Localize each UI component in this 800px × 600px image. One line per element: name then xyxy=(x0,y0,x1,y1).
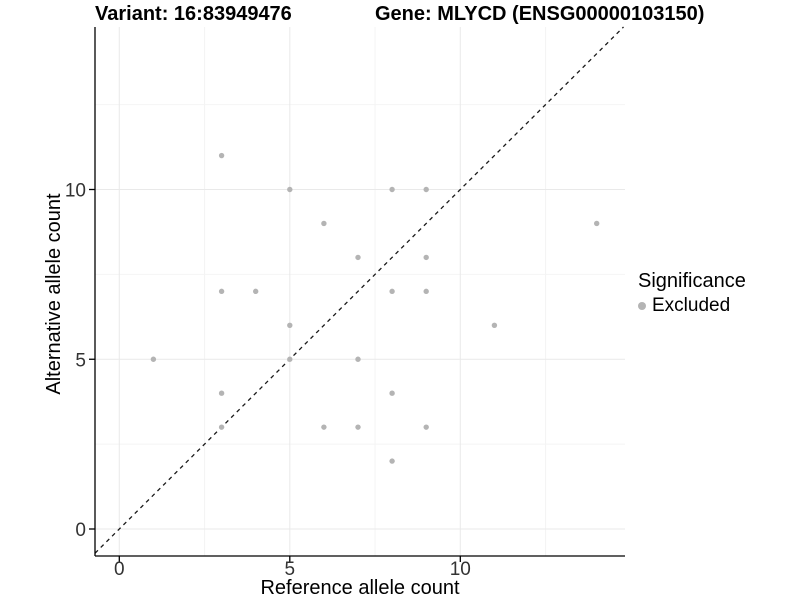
data-point xyxy=(287,356,293,362)
data-point xyxy=(150,356,157,362)
data-point xyxy=(389,186,395,193)
data-point xyxy=(321,424,327,430)
data-point xyxy=(389,288,395,295)
y-tick-label: 10 xyxy=(65,181,86,202)
data-point xyxy=(321,220,327,227)
x-tick-label: 5 xyxy=(285,559,296,580)
y-tick-label: 0 xyxy=(75,520,86,541)
data-point xyxy=(389,458,395,464)
data-point xyxy=(423,424,429,430)
data-point xyxy=(389,390,395,396)
data-point xyxy=(423,186,429,193)
data-point xyxy=(218,288,225,295)
x-tick-label: 0 xyxy=(114,559,125,580)
data-point xyxy=(218,152,225,159)
data-point xyxy=(355,424,361,430)
data-point xyxy=(423,288,429,295)
gene-title: Gene: MLYCD (ENSG00000103150) xyxy=(375,3,705,25)
data-point xyxy=(491,322,498,328)
y-tick-label: 5 xyxy=(75,350,86,371)
variant-title: Variant: 16:83949476 xyxy=(95,3,292,25)
identity-line xyxy=(94,26,624,554)
data-point xyxy=(287,322,293,328)
legend-item-label: Excluded xyxy=(652,295,731,316)
excluded-point-icon xyxy=(638,302,646,310)
x-axis-label: Reference allele count xyxy=(260,577,460,599)
data-point xyxy=(218,390,225,396)
data-point xyxy=(287,186,293,193)
y-axis-label: Alternative allele count xyxy=(43,193,65,395)
legend-item-excluded: Excluded xyxy=(638,295,746,317)
data-point xyxy=(423,254,429,261)
data-point xyxy=(594,220,600,227)
data-point xyxy=(355,254,361,261)
legend: Significance Excluded xyxy=(638,270,746,317)
legend-title: Significance xyxy=(638,270,746,292)
x-tick-label: 10 xyxy=(450,559,471,580)
data-point xyxy=(355,356,361,362)
data-point xyxy=(218,424,225,430)
data-point xyxy=(253,288,259,295)
